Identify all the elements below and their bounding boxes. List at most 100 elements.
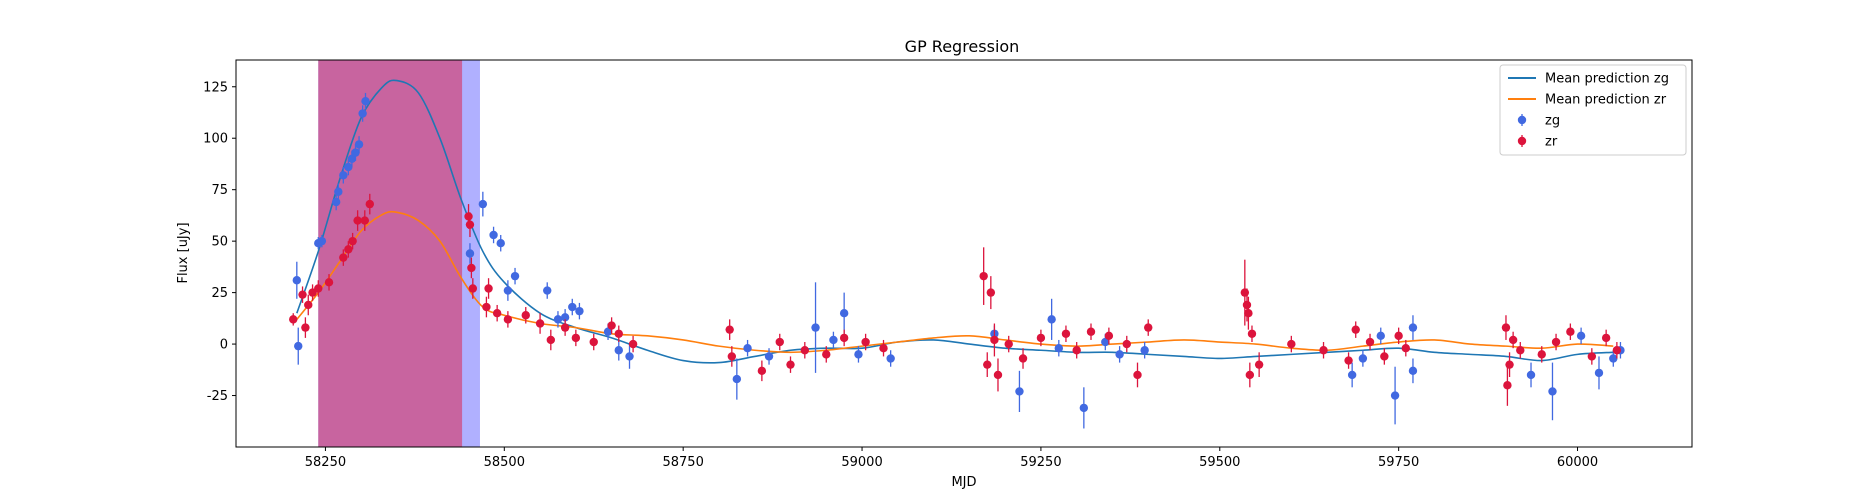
- marker-zg: [1115, 350, 1124, 359]
- marker-zr: [314, 284, 323, 293]
- point-zg-51: [1576, 327, 1586, 345]
- point-zg-12: [361, 92, 370, 110]
- point-zr-8: [344, 241, 353, 258]
- point-zg-49: [1526, 362, 1536, 388]
- point-zr-0: [289, 313, 298, 326]
- marker-zr: [492, 308, 502, 318]
- point-zg-30: [811, 282, 820, 373]
- point-zr-54: [1144, 319, 1153, 336]
- marker-zr: [775, 337, 784, 347]
- marker-zg: [1609, 354, 1618, 363]
- point-zg-38: [1054, 339, 1064, 357]
- point-zr-38: [861, 333, 870, 351]
- point-zg-11: [358, 105, 367, 122]
- x-tick-label: 58250: [305, 455, 346, 470]
- marker-zr: [344, 245, 353, 254]
- marker-zg: [732, 374, 742, 384]
- legend-entry: Mean prediction zg: [1508, 72, 1669, 87]
- point-zr-5: [314, 280, 323, 297]
- marker-zg: [743, 343, 752, 353]
- point-zr-52: [1122, 335, 1131, 353]
- point-zr-15: [467, 257, 476, 279]
- marker-zg: [829, 335, 838, 345]
- y-axis-label: Flux [uJy]: [176, 222, 191, 283]
- point-zg-27: [732, 358, 742, 400]
- point-zr-59: [1247, 325, 1257, 343]
- point-zr-7: [339, 249, 348, 266]
- point-zr-72: [1508, 331, 1518, 349]
- marker-zr: [1344, 356, 1353, 365]
- point-zr-27: [607, 317, 616, 334]
- marker-zg: [625, 352, 634, 361]
- x-tick-label: 60000: [1557, 455, 1598, 470]
- marker-zg: [465, 249, 475, 258]
- marker-zr: [1551, 337, 1561, 347]
- point-zr-21: [521, 307, 530, 324]
- point-zr-22: [535, 313, 545, 334]
- marker-zr: [979, 271, 988, 281]
- point-zr-10: [353, 210, 362, 231]
- marker-zr: [1287, 339, 1296, 349]
- marker-zr: [1122, 339, 1131, 349]
- marker-zg: [1054, 343, 1064, 353]
- marker-zr: [1244, 308, 1253, 318]
- point-zg-26: [625, 344, 634, 369]
- point-zr-63: [1344, 352, 1353, 369]
- marker-zg: [1390, 391, 1400, 400]
- point-zr-66: [1380, 348, 1389, 365]
- point-zr-53: [1133, 362, 1142, 388]
- point-zr-51: [1104, 327, 1114, 345]
- marker-zr: [727, 352, 737, 361]
- point-zr-74: [1537, 346, 1546, 363]
- point-zg-31: [829, 331, 838, 349]
- line-mean-prediction-zg: [296, 79, 1614, 364]
- point-zg-1: [294, 327, 303, 365]
- point-zr-40: [979, 247, 988, 305]
- point-zr-6: [324, 274, 334, 291]
- marker-zg: [351, 148, 360, 157]
- y-tick-label: 75: [211, 183, 228, 198]
- point-zr-41: [983, 352, 992, 378]
- marker-zr: [1061, 329, 1071, 338]
- marker-zg: [1408, 323, 1418, 332]
- marker-zg: [764, 352, 774, 361]
- marker-zg: [1140, 346, 1149, 355]
- point-zg-39: [1079, 387, 1089, 429]
- legend-label: zg: [1545, 114, 1560, 129]
- point-zg-34: [886, 350, 895, 367]
- legend: Mean prediction zg Mean prediction zr zg zr: [1499, 64, 1687, 156]
- point-zr-65: [1365, 333, 1375, 351]
- y-tick-label: 0: [220, 338, 228, 353]
- marker-zr: [301, 323, 310, 332]
- marker-zr: [1508, 335, 1518, 345]
- line-mean-prediction-zr: [296, 210, 1614, 354]
- marker-zg: [339, 171, 348, 180]
- marker-zr: [289, 315, 298, 324]
- point-zg-52: [1594, 356, 1604, 390]
- point-zr-67: [1394, 327, 1403, 345]
- point-zr-78: [1601, 329, 1611, 347]
- point-zr-68: [1401, 339, 1411, 357]
- marker-zr: [1501, 323, 1511, 332]
- point-zg-46: [1390, 366, 1400, 425]
- marker-zr: [1319, 346, 1328, 355]
- marker-zr: [1505, 360, 1514, 369]
- point-zg-45: [1376, 327, 1385, 345]
- point-zg-3: [317, 234, 327, 248]
- marker-zg: [503, 286, 513, 295]
- marker-zr: [1380, 352, 1389, 361]
- point-zg-23: [575, 302, 584, 320]
- point-zg-43: [1347, 362, 1357, 388]
- point-zr-47: [1036, 329, 1046, 347]
- marker-zr: [614, 329, 623, 338]
- x-axis: 58250 58500 58750 59000 59250 59500 59750 60000: [305, 447, 1598, 470]
- point-zg-29: [764, 348, 774, 365]
- marker-zr: [1587, 352, 1597, 361]
- marker-zg: [543, 286, 552, 295]
- marker-zr: [986, 288, 996, 297]
- point-zr-43: [990, 323, 999, 357]
- point-zr-31: [727, 346, 737, 367]
- y-tick-label: 125: [203, 80, 228, 95]
- point-zr-39: [879, 339, 888, 357]
- point-zg-47: [1408, 315, 1418, 340]
